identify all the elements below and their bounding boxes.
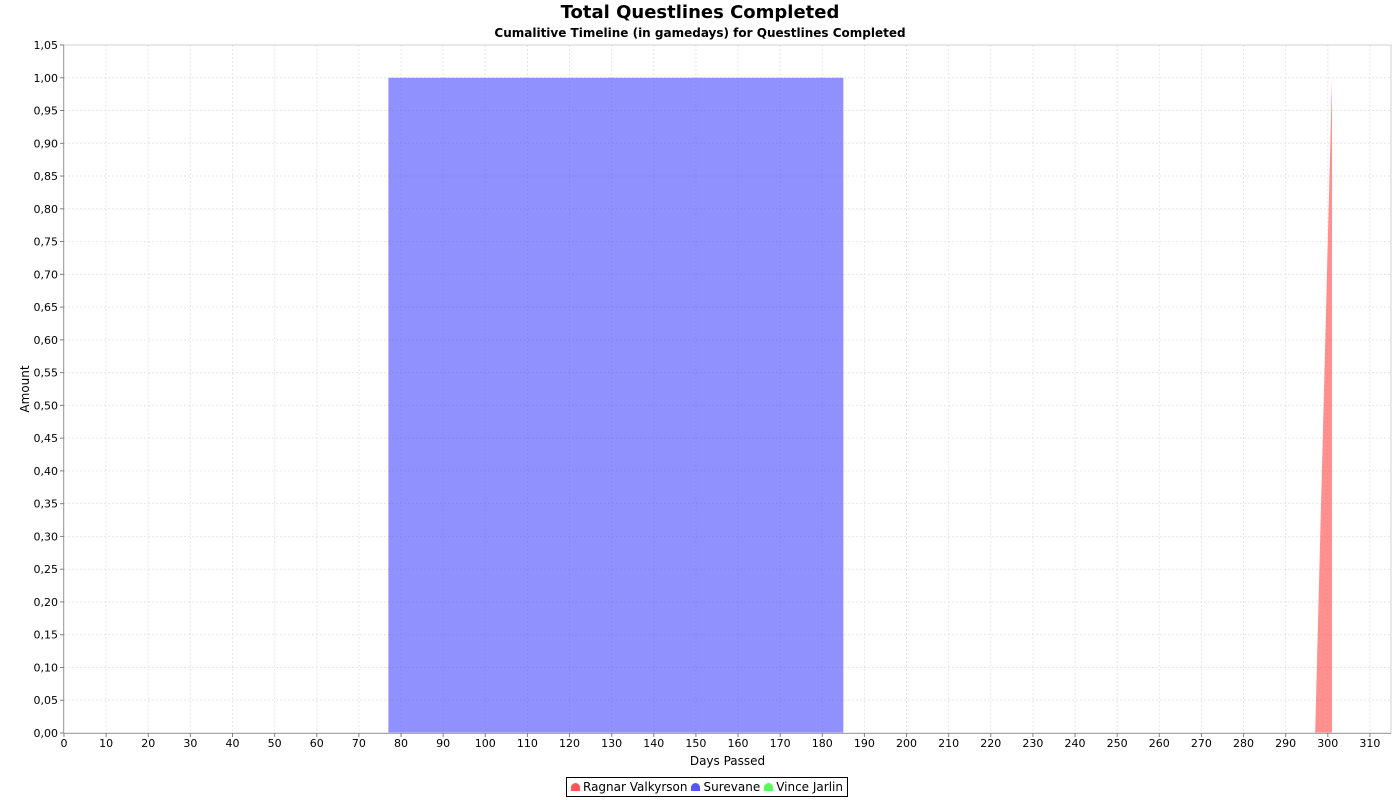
y-tick-label: 0,05 [34, 694, 59, 707]
y-tick-label: 0,95 [34, 105, 59, 118]
y-tick-label: 0,45 [34, 432, 59, 445]
y-tick-label: 0,20 [34, 596, 59, 609]
x-tick-label: 170 [770, 737, 791, 750]
x-tick-label: 280 [1233, 737, 1254, 750]
x-tick-label: 290 [1275, 737, 1296, 750]
x-tick-label: 0 [61, 737, 68, 750]
y-axis-title: Amount [18, 365, 32, 412]
legend-label: Ragnar Valkyrson [583, 780, 688, 794]
x-tick-label: 150 [685, 737, 706, 750]
x-tick-label: 300 [1317, 737, 1338, 750]
x-tick-label: 240 [1065, 737, 1086, 750]
legend-label: Vince Jarlin [776, 780, 843, 794]
legend-item: Vince Jarlin [764, 780, 843, 794]
plot-border [63, 44, 1392, 734]
x-tick-label: 220 [980, 737, 1001, 750]
x-tick-label: 90 [436, 737, 450, 750]
x-tick-label: 60 [310, 737, 324, 750]
legend-swatch [691, 783, 701, 791]
y-tick-label: 0,00 [34, 727, 59, 740]
x-tick-label: 10 [99, 737, 113, 750]
x-tick-label: 80 [394, 737, 408, 750]
y-tick-label: 0,75 [34, 236, 59, 249]
x-tick-label: 130 [601, 737, 622, 750]
y-tick-label: 0,65 [34, 301, 59, 314]
x-tick-label: 260 [1149, 737, 1170, 750]
y-tick-label: 1,00 [34, 72, 59, 85]
x-axis-title: Days Passed [690, 754, 765, 768]
legend-item: Surevane [691, 780, 760, 794]
x-tick-label: 50 [268, 737, 282, 750]
x-tick-label: 310 [1359, 737, 1380, 750]
y-tick-label: 0,55 [34, 367, 59, 380]
x-tick-label: 70 [352, 737, 366, 750]
chart-title: Total Questlines Completed [560, 2, 840, 23]
legend-item: Ragnar Valkyrson [571, 780, 687, 794]
x-tick-label: 100 [475, 737, 496, 750]
y-tick-label: 0,85 [34, 170, 59, 183]
y-tick-label: 0,35 [34, 498, 59, 511]
x-tick-label: 140 [643, 737, 664, 750]
x-tick-label: 210 [938, 737, 959, 750]
y-tick-label: 0,60 [34, 334, 59, 347]
x-tick-label: 120 [559, 737, 580, 750]
x-tick-label: 190 [854, 737, 875, 750]
y-tick-label: 0,50 [34, 399, 59, 412]
x-tick-label: 20 [141, 737, 155, 750]
series-area-1 [64, 77, 1391, 733]
y-tick-label: 0,40 [34, 465, 59, 478]
x-tick-label: 30 [183, 737, 197, 750]
y-tick-label: 0,10 [34, 661, 59, 674]
legend-label: Surevane [703, 780, 761, 794]
x-tick-label: 200 [896, 737, 917, 750]
x-tick-label: 270 [1191, 737, 1212, 750]
y-tick-label: 0,15 [34, 629, 59, 642]
y-tick-label: 0,80 [34, 203, 59, 216]
legend-swatch [764, 783, 774, 791]
x-tick-label: 110 [517, 737, 538, 750]
legend-swatch [571, 783, 580, 791]
y-tick-label: 1,05 [34, 39, 59, 52]
x-tick-label: 250 [1107, 737, 1128, 750]
x-tick-label: 180 [812, 737, 833, 750]
x-tick-label: 160 [728, 737, 749, 750]
y-tick-label: 0,70 [34, 268, 59, 281]
chart-subtitle: Cumalitive Timeline (in gamedays) for Qu… [494, 26, 906, 40]
legend: Ragnar Valkyrson Surevane Vince Jarlin [566, 777, 848, 797]
y-tick-label: 0,30 [34, 530, 59, 543]
y-tick-label: 0,90 [34, 137, 59, 150]
x-tick-label: 230 [1022, 737, 1043, 750]
x-tick-label: 40 [226, 737, 240, 750]
y-tick-label: 0,25 [34, 563, 59, 576]
